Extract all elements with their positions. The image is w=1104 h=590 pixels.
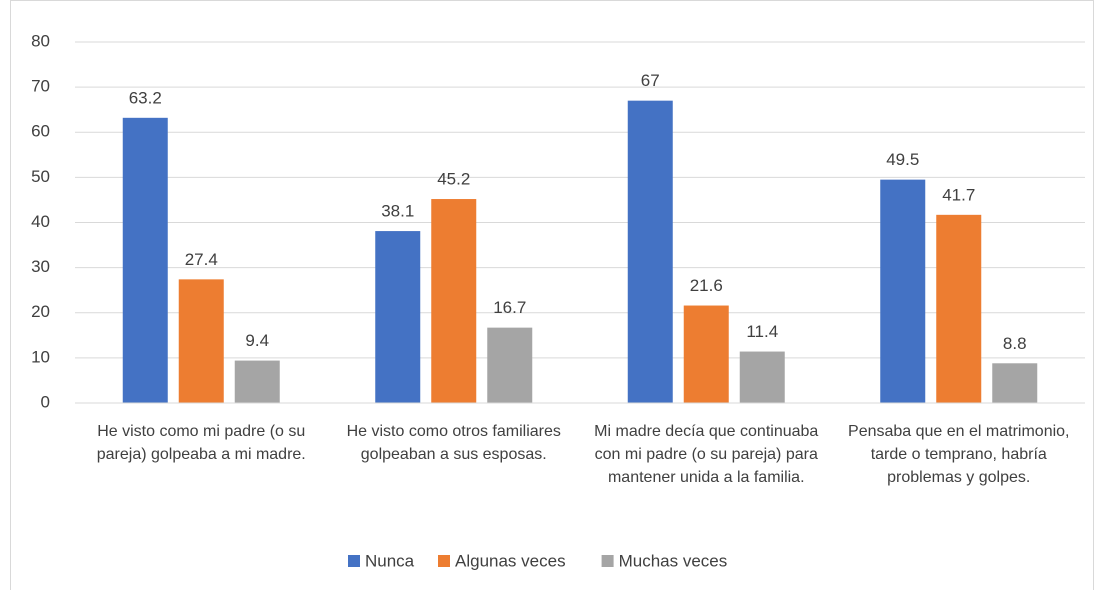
y-tick-label: 30 xyxy=(31,257,50,276)
legend-label: Algunas veces xyxy=(455,551,566,570)
y-tick-label: 80 xyxy=(31,31,50,50)
data-label: 11.4 xyxy=(746,322,778,341)
data-label: 45.2 xyxy=(437,170,470,189)
x-tick-label: Mi madre decía que continuaba con mi pad… xyxy=(594,423,819,486)
legend-label: Muchas veces xyxy=(619,551,728,570)
data-label: 38.1 xyxy=(381,202,414,221)
legend-label: Nunca xyxy=(365,551,415,570)
x-tick-label: He visto como otros familiares golpeaban… xyxy=(346,423,561,463)
bar xyxy=(234,360,280,403)
bar xyxy=(992,363,1038,403)
data-label: 8.8 xyxy=(1003,334,1027,353)
data-label: 67 xyxy=(641,71,660,90)
chart-border xyxy=(10,0,1094,590)
y-tick-label: 60 xyxy=(31,122,50,141)
data-label: 16.7 xyxy=(493,298,526,317)
x-tick-label: He visto como mi padre (o su pareja) gol… xyxy=(96,423,306,463)
bar xyxy=(936,214,982,403)
x-tick-label: Pensaba que en el matrimonio, tarde o te… xyxy=(848,423,1070,486)
bar xyxy=(122,117,168,403)
y-tick-label: 50 xyxy=(31,167,50,186)
legend-swatch xyxy=(438,555,450,567)
data-label: 49.5 xyxy=(886,150,919,169)
y-tick-label: 70 xyxy=(31,77,50,96)
bar xyxy=(431,199,477,403)
data-label: 63.2 xyxy=(129,88,162,107)
data-label: 27.4 xyxy=(185,250,218,269)
data-label: 9.4 xyxy=(245,331,269,350)
bar xyxy=(627,100,673,403)
bar xyxy=(178,279,224,403)
y-tick-label: 20 xyxy=(31,302,50,321)
legend-swatch xyxy=(601,555,614,567)
bar xyxy=(739,351,785,403)
y-tick-label: 0 xyxy=(41,392,50,411)
bar xyxy=(375,231,421,403)
bar xyxy=(880,179,926,403)
bar xyxy=(487,327,533,403)
y-tick-label: 40 xyxy=(31,212,50,231)
y-tick-label: 10 xyxy=(31,347,50,366)
bar xyxy=(683,305,729,403)
data-label: 21.6 xyxy=(690,276,723,295)
data-label: 41.7 xyxy=(942,185,975,204)
legend-swatch xyxy=(348,555,360,567)
